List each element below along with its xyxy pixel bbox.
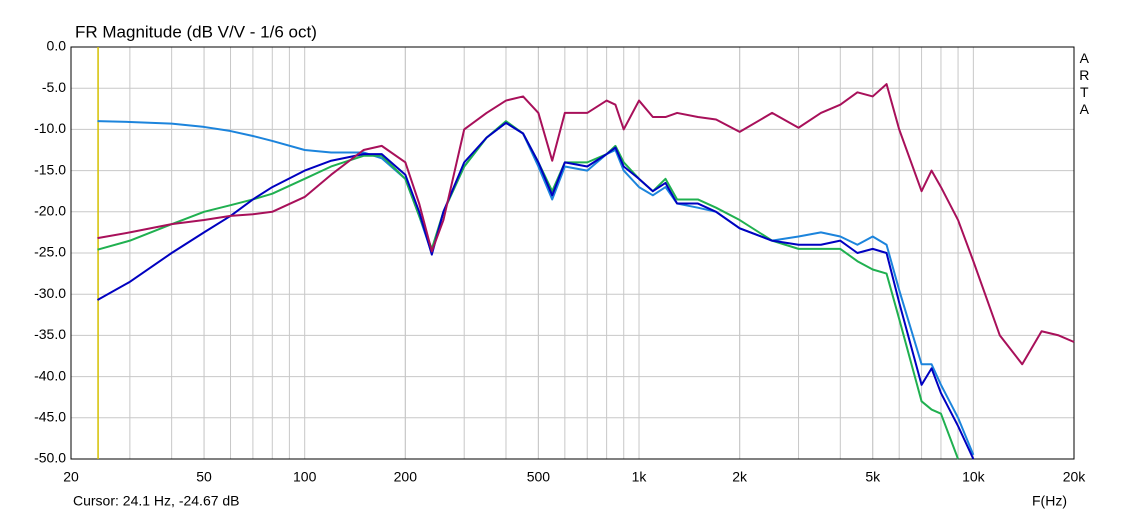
y-tick-label: -50.0 [34, 450, 66, 466]
chart-title: FR Magnitude (dB V/V - 1/6 oct) [75, 22, 317, 41]
series-line [97, 120, 975, 456]
x-tick-label: 20k [1063, 469, 1087, 485]
x-tick-label: 100 [293, 469, 317, 485]
x-tick-label: 1k [632, 469, 648, 485]
y-tick-label: -5.0 [42, 79, 66, 95]
y-tick-label: -45.0 [34, 409, 66, 425]
series-line [97, 83, 1075, 366]
cursor-readout: Cursor: 24.1 Hz, -24.67 dB [73, 493, 240, 509]
x-tick-label: 5k [865, 469, 881, 485]
y-tick-label: -30.0 [34, 285, 66, 301]
y-tick-label: -10.0 [34, 120, 66, 136]
x-tick-label: 50 [196, 469, 212, 485]
y-tick-label: -35.0 [34, 326, 66, 342]
x-tick-label: 2k [732, 469, 748, 485]
y-tick-label: -15.0 [34, 161, 66, 177]
brand: ARTA [1076, 50, 1092, 118]
x-tick-label: 20 [63, 469, 79, 485]
y-tick-label: 0.0 [47, 38, 67, 54]
series-line [97, 120, 959, 460]
plot-frame [70, 46, 1075, 460]
y-tick-label: -20.0 [34, 203, 66, 219]
x-tick-label: 10k [962, 469, 986, 485]
y-tick-label: -25.0 [34, 244, 66, 260]
x-tick-label: 200 [394, 469, 418, 485]
y-tick-label: -40.0 [34, 367, 66, 383]
x-axis-label: F(Hz) [1032, 493, 1067, 509]
series-line [96, 121, 975, 460]
x-tick-label: 500 [527, 469, 551, 485]
